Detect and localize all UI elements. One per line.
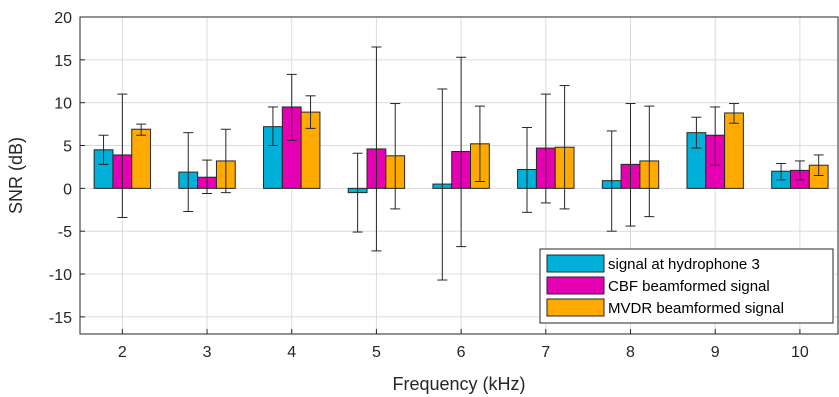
y-tick-label: 5: [63, 139, 72, 156]
legend-swatch: [546, 298, 605, 317]
y-tick-label: 15: [54, 53, 72, 70]
x-tick-label: 2: [118, 344, 127, 361]
x-tick-label: 8: [626, 344, 635, 361]
y-tick-label: 0: [63, 181, 72, 198]
x-tick-label: 4: [287, 344, 296, 361]
y-tick-label: 20: [54, 10, 72, 27]
x-axis-title: Frequency (kHz): [392, 374, 525, 394]
bar: [724, 112, 744, 189]
x-axis-ticks: 2 3 4 5 6 7 8 9 10: [118, 329, 809, 361]
y-tick-label: -5: [58, 224, 72, 241]
x-tick-label: 7: [541, 344, 550, 361]
error-bar-group: [98, 46, 824, 281]
x-tick-label: 3: [203, 344, 212, 361]
y-tick-label: -10: [49, 267, 72, 284]
bar: [131, 128, 152, 189]
x-tick-label: 6: [457, 344, 466, 361]
legend-swatch: [546, 254, 605, 273]
plot-frame: [79, 16, 839, 335]
y-axis-title: SNR (dB): [6, 137, 26, 214]
legend-label: CBF beamformed signal: [608, 278, 770, 295]
x-tick-label: 10: [791, 344, 809, 361]
y-tick-label: -15: [49, 310, 72, 327]
legend-swatch: [546, 276, 605, 295]
y-axis-ticks: -15 -10 -5 0 5 10 15 20: [49, 10, 85, 327]
x-tick-label: 9: [711, 344, 720, 361]
y-tick-label: 10: [54, 96, 72, 113]
legend-label: MVDR beamformed signal: [608, 300, 784, 317]
x-tick-label: 5: [372, 344, 381, 361]
legend: signal at hydrophone 3 CBF beamformed sig…: [539, 248, 834, 324]
legend-label: signal at hydrophone 3: [608, 256, 760, 273]
